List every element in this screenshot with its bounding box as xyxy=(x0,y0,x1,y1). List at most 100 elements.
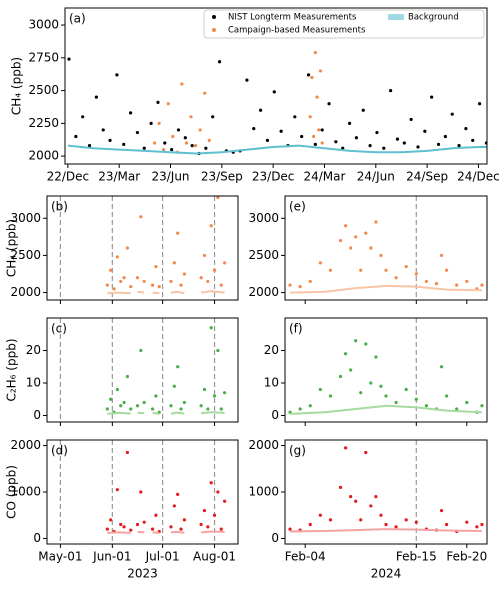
data-point xyxy=(211,115,215,119)
y-tick-label: 2000 xyxy=(28,149,59,163)
x-tick-label: Jul-01 xyxy=(145,550,180,564)
data-point xyxy=(199,522,203,527)
data-point xyxy=(212,268,217,272)
data-point xyxy=(379,513,383,517)
data-point xyxy=(288,283,292,287)
data-point xyxy=(190,144,194,148)
data-point xyxy=(184,141,189,145)
data-point xyxy=(142,520,146,524)
data-point xyxy=(439,508,444,513)
data-point xyxy=(374,355,378,359)
data-point xyxy=(354,136,359,140)
data-point xyxy=(169,525,173,529)
data-point xyxy=(176,365,180,369)
data-point xyxy=(359,518,363,522)
data-point xyxy=(361,108,365,112)
data-point xyxy=(115,73,119,77)
data-point xyxy=(172,384,176,388)
data-point xyxy=(222,499,227,503)
data-point xyxy=(416,145,420,149)
data-point xyxy=(135,522,140,527)
data-point xyxy=(338,238,343,243)
axes-frame xyxy=(64,7,488,165)
y-tick-label: 2000 xyxy=(248,285,279,299)
background-line xyxy=(107,290,225,295)
data-point xyxy=(338,374,343,379)
data-point xyxy=(436,142,441,146)
data-point xyxy=(182,518,186,522)
data-point xyxy=(109,268,113,272)
data-point xyxy=(312,134,316,139)
data-point xyxy=(67,57,71,61)
x-tick-label: May-01 xyxy=(38,550,82,564)
data-point xyxy=(193,144,198,148)
plot-area xyxy=(47,440,238,544)
data-point xyxy=(115,488,119,492)
data-point xyxy=(315,95,319,99)
data-point xyxy=(152,141,157,145)
data-point xyxy=(379,384,383,388)
data-point xyxy=(344,352,348,356)
legend-marker xyxy=(212,28,216,32)
data-point xyxy=(480,283,484,287)
data-point xyxy=(157,121,161,125)
panel-label: (b) xyxy=(51,200,68,214)
data-point xyxy=(206,407,210,411)
data-point xyxy=(389,88,393,93)
data-point xyxy=(313,50,317,55)
data-point xyxy=(465,400,469,405)
data-point xyxy=(169,404,173,408)
data-point xyxy=(369,246,373,250)
data-point xyxy=(202,508,207,513)
data-point xyxy=(183,136,187,140)
axes-frame xyxy=(46,317,239,423)
data-point xyxy=(259,108,263,112)
data-point xyxy=(308,522,312,527)
data-point xyxy=(154,394,158,398)
data-point xyxy=(394,400,398,405)
data-point xyxy=(439,365,444,369)
data-point xyxy=(112,287,116,291)
data-point xyxy=(157,285,161,289)
data-point xyxy=(288,527,292,531)
y-tick-label: 20 xyxy=(26,343,41,357)
data-point xyxy=(166,102,170,106)
data-point xyxy=(122,525,126,529)
data-point xyxy=(465,279,469,284)
data-point xyxy=(139,348,143,353)
data-point xyxy=(125,450,130,455)
background-line xyxy=(107,411,225,415)
data-point xyxy=(222,261,227,265)
data-point xyxy=(379,253,383,258)
x-tick-label: 23/Sep xyxy=(201,170,243,184)
data-point xyxy=(384,268,388,272)
data-point xyxy=(129,528,133,532)
data-point xyxy=(349,368,353,372)
data-point xyxy=(109,518,113,522)
data-point xyxy=(156,100,160,104)
data-point xyxy=(252,127,256,131)
x-tick-label: Feb-15 xyxy=(396,550,437,564)
data-point xyxy=(128,111,133,115)
y-tick-label: 2000 xyxy=(10,285,41,299)
data-point xyxy=(375,130,379,135)
data-point xyxy=(150,407,155,411)
panel-label: (f) xyxy=(289,322,303,336)
y-axis-label: C₂H₆ (ppb) xyxy=(5,338,19,401)
legend-label: Background xyxy=(408,13,459,23)
data-point xyxy=(87,144,92,148)
data-point xyxy=(202,253,207,258)
y-tick-label: 2500 xyxy=(28,83,59,97)
data-point xyxy=(212,394,217,398)
data-point xyxy=(202,387,207,392)
y-tick-label: 20 xyxy=(264,343,279,357)
axes-frame xyxy=(284,195,488,301)
data-point xyxy=(404,518,408,522)
y-tick-label: 2500 xyxy=(248,248,279,262)
data-point xyxy=(150,283,155,287)
background-line xyxy=(290,528,482,533)
data-point xyxy=(298,407,302,411)
data-point xyxy=(414,520,418,524)
data-point xyxy=(317,128,321,132)
data-point xyxy=(354,499,358,503)
